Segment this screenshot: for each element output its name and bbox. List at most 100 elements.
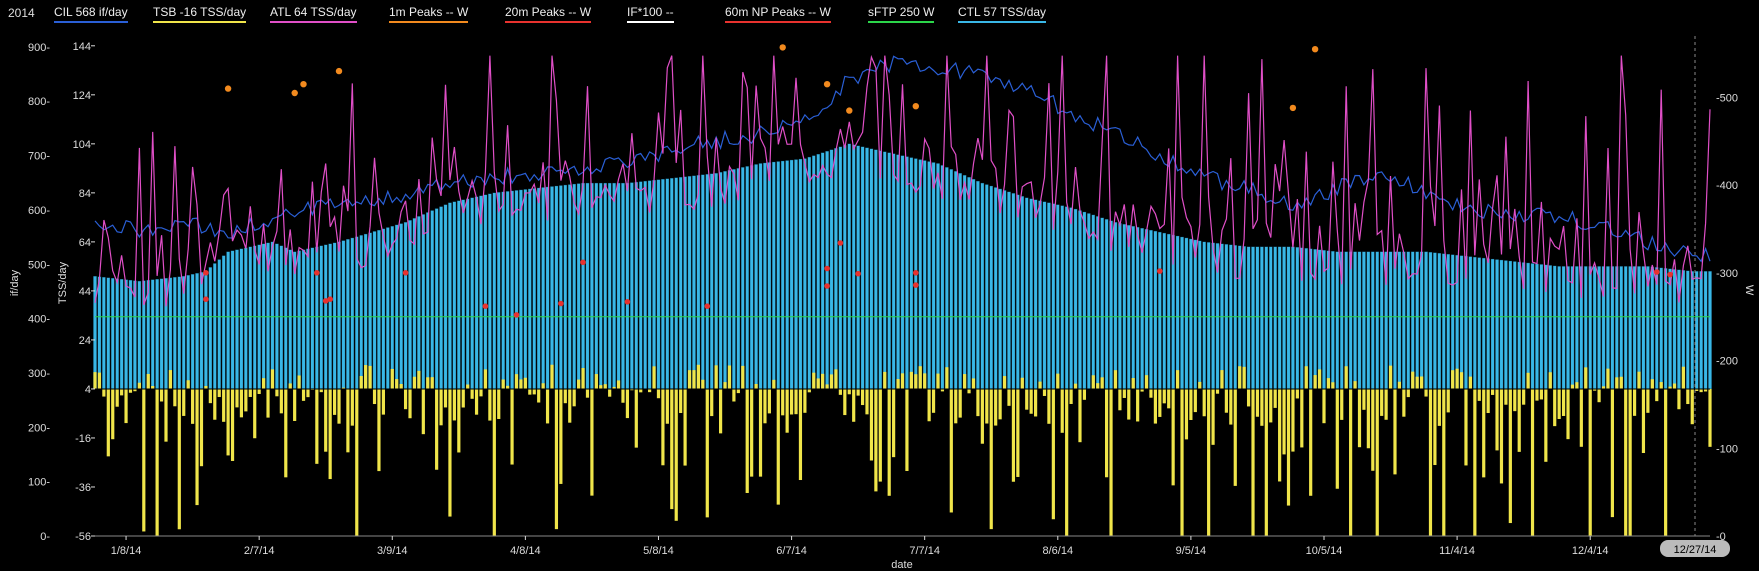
- tsb-bar: [1366, 388, 1370, 449]
- tsb-bar: [829, 374, 834, 389]
- axis-x-tick: 7/7/14: [909, 545, 940, 557]
- ctl-bar: [523, 189, 528, 390]
- tsb-bar: [1646, 388, 1650, 413]
- ctl-bar: [958, 173, 962, 390]
- ctl-bar: [190, 274, 195, 390]
- tsb-bar: [1340, 388, 1344, 420]
- tsb-bar: [1491, 388, 1495, 395]
- tsb-bar: [1708, 388, 1712, 447]
- ctl-bar: [896, 154, 900, 390]
- ctl-bar: [1499, 259, 1504, 390]
- legend-item-60m-np-peaks[interactable]: 60m NP Peaks -- W: [725, 5, 831, 23]
- tsb-bar: [945, 367, 949, 389]
- tsb-bar: [1238, 366, 1242, 389]
- ctl-bar: [572, 183, 576, 390]
- tsb-bar: [390, 368, 394, 389]
- current-date-badge[interactable]: 12/27/14: [1660, 540, 1730, 557]
- legend-item-atl[interactable]: ATL 64 TSS/day: [270, 5, 357, 23]
- tsb-bar: [670, 388, 674, 510]
- tsb-bar: [577, 379, 581, 389]
- axis-x-tick: 8/6/14: [1042, 545, 1073, 557]
- ctl-bar: [843, 145, 847, 390]
- legend-item-if[interactable]: IF*100 --: [627, 5, 674, 23]
- tsb-bar: [120, 388, 124, 396]
- tsb-bar: [665, 388, 669, 424]
- legend-item-1m-peaks[interactable]: 1m Peaks -- W: [389, 5, 469, 23]
- ctl-bar: [1535, 263, 1539, 390]
- tsb-bar: [1144, 375, 1149, 389]
- tsb-bar: [333, 388, 337, 415]
- tsb-bar: [874, 388, 878, 492]
- tsb-bar: [1326, 378, 1331, 389]
- axis-left-outer-tick: 700-: [28, 151, 50, 163]
- ctl-bar: [1273, 246, 1277, 390]
- ctl-bar: [674, 177, 678, 390]
- cil-line: [94, 55, 1711, 263]
- ctl-bar: [643, 180, 647, 390]
- ctl-bar: [173, 277, 177, 390]
- ctl-bar: [993, 187, 998, 390]
- tsb-bar: [1628, 388, 1632, 536]
- ctl-bar: [1073, 208, 1078, 390]
- tsb-bar: [443, 388, 448, 408]
- ctl-bar: [665, 178, 670, 390]
- peak-20m-point: [322, 298, 329, 304]
- tsb-bar: [803, 388, 807, 413]
- peak-20m-point: [558, 300, 564, 307]
- tsb-bar: [1703, 388, 1708, 392]
- ctl-bar: [408, 220, 412, 390]
- ctl-bar: [1672, 269, 1677, 390]
- tsb-bar: [1131, 378, 1135, 389]
- tsb-bar: [794, 388, 798, 415]
- tsb-bar: [781, 388, 785, 416]
- axis-right-tick: -200: [1716, 356, 1738, 368]
- legend-item-cil[interactable]: CIL 568 if/day: [54, 5, 128, 23]
- ctl-bar: [851, 144, 856, 390]
- ctl-bar: [1592, 266, 1597, 390]
- legend-item-tsb[interactable]: TSB -16 TSS/day: [153, 5, 247, 23]
- ctl-bar: [252, 245, 257, 390]
- tsb-bar: [714, 365, 718, 389]
- ctl-bar: [1530, 263, 1535, 390]
- ctl-bar: [306, 248, 310, 390]
- tsb-bar: [1100, 377, 1104, 389]
- tsb-bar: [1122, 388, 1126, 398]
- tsb-bar: [572, 388, 576, 407]
- tsb-bar: [1677, 388, 1681, 410]
- tsb-bar: [1295, 388, 1299, 399]
- ctl-bar: [381, 228, 386, 390]
- ctl-bar: [954, 171, 958, 390]
- legend-item-sftp[interactable]: sFTP 250 W: [868, 5, 935, 23]
- tsb-bar: [1495, 388, 1499, 451]
- tsb-bar: [1109, 388, 1113, 536]
- tsb-bar: [679, 388, 683, 414]
- ctl-bar: [1402, 251, 1406, 390]
- tsb-bar: [923, 373, 927, 389]
- tsb-bar: [612, 386, 616, 389]
- tsb-bar: [381, 388, 385, 415]
- tsb-bar: [111, 388, 115, 440]
- tsb-bar: [789, 388, 794, 415]
- ctl-bar: [1428, 252, 1433, 390]
- tsb-bar: [550, 364, 554, 389]
- axis-x-tick: 3/9/14: [377, 545, 408, 557]
- ctl-bar: [1282, 246, 1286, 390]
- tsb-bar: [1632, 388, 1637, 416]
- tsb-bar: [568, 388, 572, 423]
- ctl-bar: [1331, 251, 1335, 390]
- tsb-bar: [1606, 368, 1610, 389]
- ctl-bar: [270, 241, 275, 390]
- tsb-bar: [599, 385, 603, 389]
- peak-20m-point: [327, 296, 334, 303]
- ctl-bar: [315, 246, 319, 390]
- legend-item-20m-peaks[interactable]: 20m Peaks -- W: [505, 5, 592, 23]
- ctl-bar: [798, 158, 803, 390]
- ctl-bar: [1517, 261, 1521, 390]
- tsb-bar: [1082, 388, 1087, 400]
- tsb-bar: [914, 374, 918, 389]
- tsb-bar: [368, 365, 372, 389]
- ctl-bar: [594, 182, 599, 390]
- legend-item-ctl[interactable]: CTL 57 TSS/day: [958, 5, 1047, 23]
- ctl-bar: [1202, 241, 1206, 390]
